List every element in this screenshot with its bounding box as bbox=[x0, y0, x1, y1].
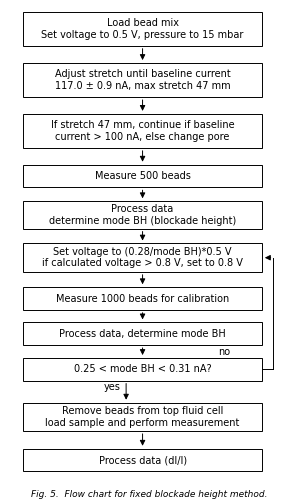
Text: Measure 1000 beads for calibration: Measure 1000 beads for calibration bbox=[56, 294, 229, 304]
FancyBboxPatch shape bbox=[23, 63, 262, 97]
Text: Fig. 5.  Flow chart for fixed blockade height method.: Fig. 5. Flow chart for fixed blockade he… bbox=[31, 490, 267, 499]
FancyBboxPatch shape bbox=[23, 114, 262, 148]
Text: yes: yes bbox=[103, 382, 120, 392]
FancyBboxPatch shape bbox=[23, 358, 262, 380]
FancyBboxPatch shape bbox=[23, 287, 262, 310]
FancyBboxPatch shape bbox=[23, 244, 262, 272]
FancyBboxPatch shape bbox=[23, 448, 262, 471]
FancyBboxPatch shape bbox=[23, 164, 262, 188]
Text: Adjust stretch until baseline current
117.0 ± 0.9 nA, max stretch 47 mm: Adjust stretch until baseline current 11… bbox=[55, 69, 230, 91]
Text: Measure 500 beads: Measure 500 beads bbox=[95, 171, 190, 181]
Text: Remove beads from top fluid cell
load sample and perform measurement: Remove beads from top fluid cell load sa… bbox=[45, 406, 240, 427]
Text: Load bead mix
Set voltage to 0.5 V, pressure to 15 mbar: Load bead mix Set voltage to 0.5 V, pres… bbox=[41, 18, 244, 40]
Text: no: no bbox=[218, 348, 230, 358]
FancyBboxPatch shape bbox=[23, 12, 262, 46]
Text: If stretch 47 mm, continue if baseline
current > 100 nA, else change pore: If stretch 47 mm, continue if baseline c… bbox=[51, 120, 234, 142]
FancyBboxPatch shape bbox=[23, 402, 262, 431]
FancyBboxPatch shape bbox=[23, 322, 262, 345]
Text: Process data, determine mode BH: Process data, determine mode BH bbox=[59, 328, 226, 338]
FancyBboxPatch shape bbox=[23, 201, 262, 228]
Text: 0.25 < mode BH < 0.31 nA?: 0.25 < mode BH < 0.31 nA? bbox=[74, 364, 211, 374]
Text: Set voltage to (0.28/mode BH)*0.5 V
if calculated voltage > 0.8 V, set to 0.8 V: Set voltage to (0.28/mode BH)*0.5 V if c… bbox=[42, 247, 243, 268]
Text: Process data (dI/I): Process data (dI/I) bbox=[99, 455, 187, 465]
Text: Process data
determine mode BH (blockade height): Process data determine mode BH (blockade… bbox=[49, 204, 236, 226]
